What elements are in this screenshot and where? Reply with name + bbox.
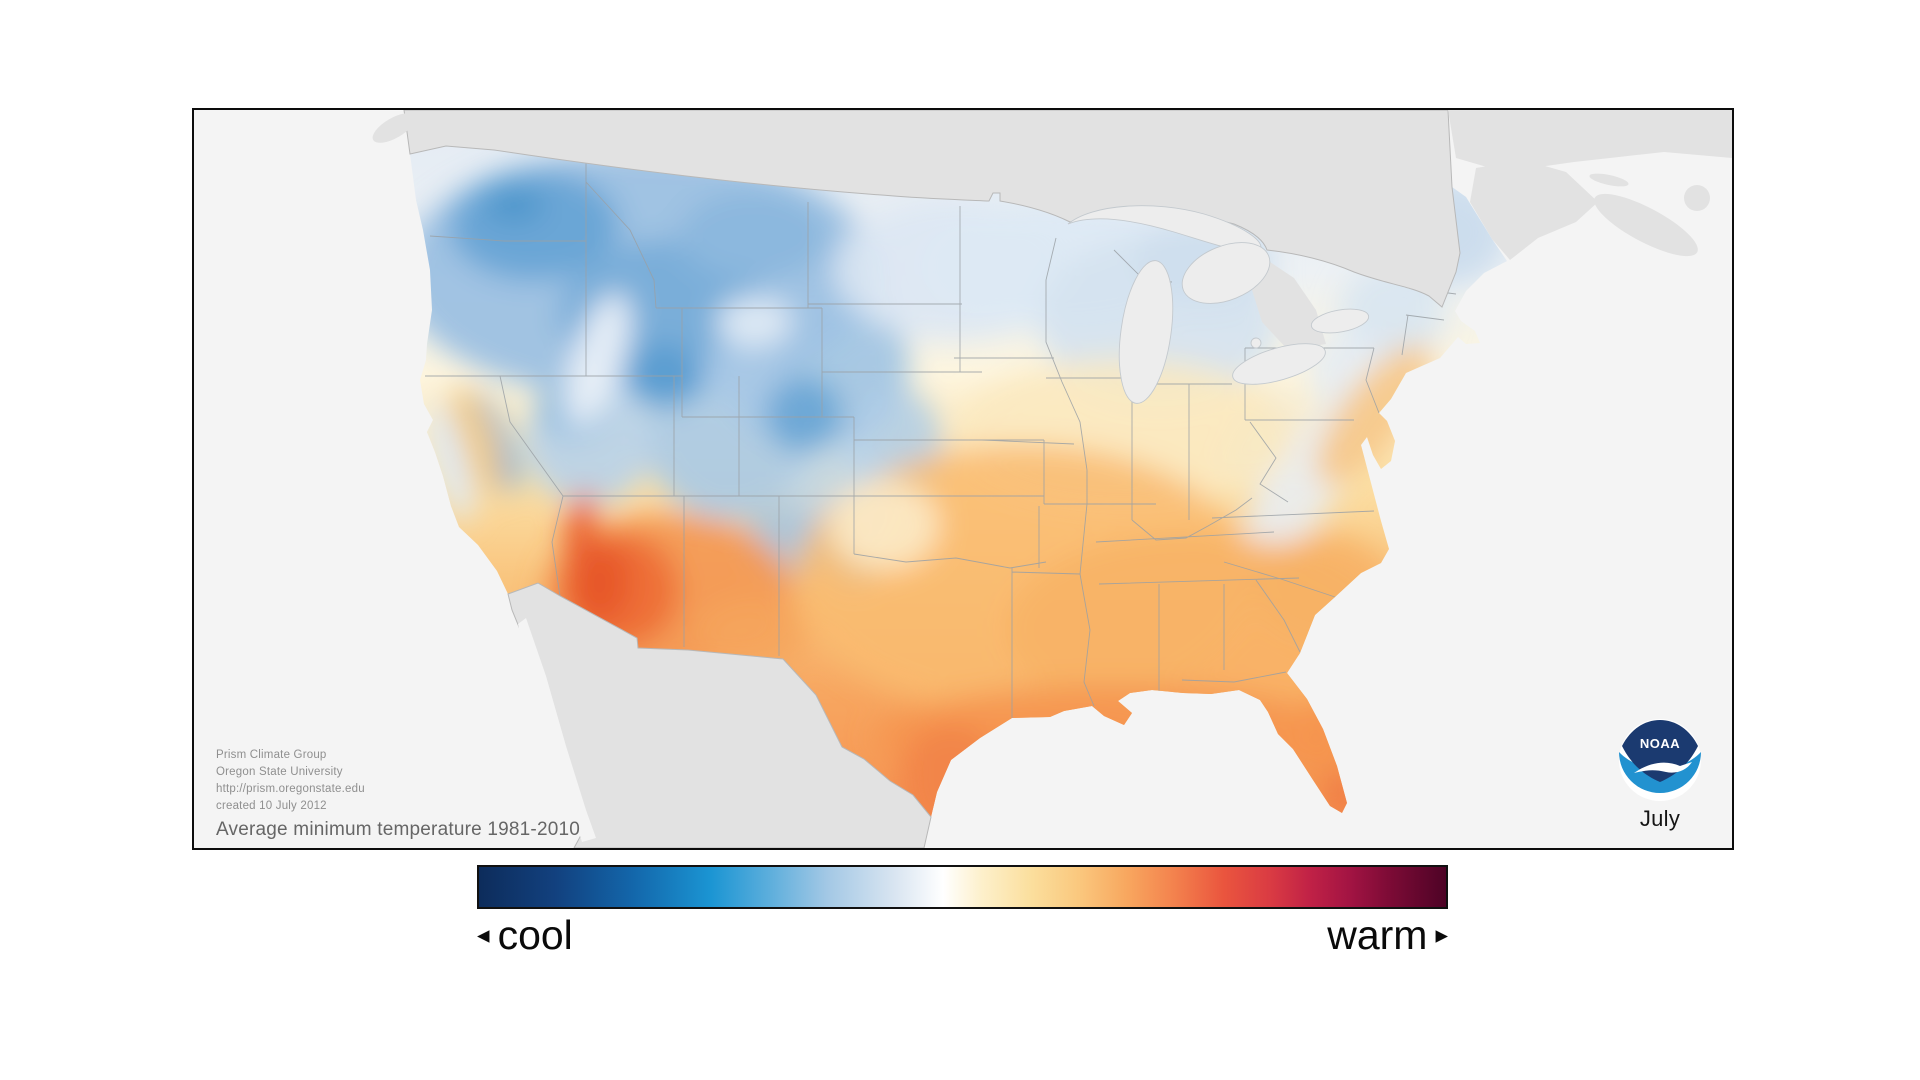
month-label: July: [1639, 806, 1681, 831]
gulf-of-california: [518, 618, 596, 842]
right-arrow-icon: ▸: [1435, 921, 1448, 949]
credit-line-date: created 10 July 2012: [216, 800, 327, 812]
legend-warm-label: warm: [1327, 912, 1428, 958]
legend-block: ◂ cool warm ▸: [477, 865, 1448, 959]
noaa-logo-block: NOAA July: [1618, 718, 1702, 832]
legend-labels: ◂ cool warm ▸: [477, 911, 1448, 959]
legend-cool: ◂ cool: [477, 911, 573, 959]
legend-cool-label: cool: [497, 912, 573, 958]
nova-scotia-landmass: [1594, 193, 1698, 257]
pei-landmass: [1589, 173, 1629, 187]
great-lakes: [1067, 205, 1370, 404]
noaa-logo: NOAA: [1619, 719, 1701, 801]
lake-ontario: [1310, 308, 1370, 334]
lake-erie: [1232, 343, 1326, 385]
left-arrow-icon: ◂: [477, 921, 490, 949]
new-brunswick-landmass: [1470, 160, 1598, 260]
southern-ontario-wedge: [1252, 258, 1326, 350]
credit-line: Oregon State University: [216, 766, 343, 778]
credit-line-url: http://prism.oregonstate.edu: [216, 783, 365, 795]
seagull-icon: [1634, 762, 1692, 773]
canada-landmass: [372, 110, 1732, 350]
map-panel: Prism Climate Group Oregon State Univers…: [192, 108, 1734, 850]
lake-st-clair: [1250, 337, 1262, 349]
mexico-landmass: [507, 582, 932, 848]
lake-huron: [1181, 242, 1271, 304]
lake-michigan: [1118, 260, 1174, 404]
credit-line: Prism Climate Group: [216, 749, 327, 761]
vancouver-island: [372, 113, 416, 143]
noaa-logo-text: NOAA: [1640, 736, 1680, 751]
map-title: Average minimum temperature 1981-2010: [216, 819, 581, 840]
colorbar: [477, 865, 1448, 909]
legend-warm: warm ▸: [1327, 911, 1448, 959]
quebec-landmass: [1448, 110, 1732, 172]
state-borders: [425, 154, 1457, 718]
us-temperature-map: [372, 110, 1732, 848]
credits-block: Prism Climate Group Oregon State Univers…: [216, 747, 580, 842]
